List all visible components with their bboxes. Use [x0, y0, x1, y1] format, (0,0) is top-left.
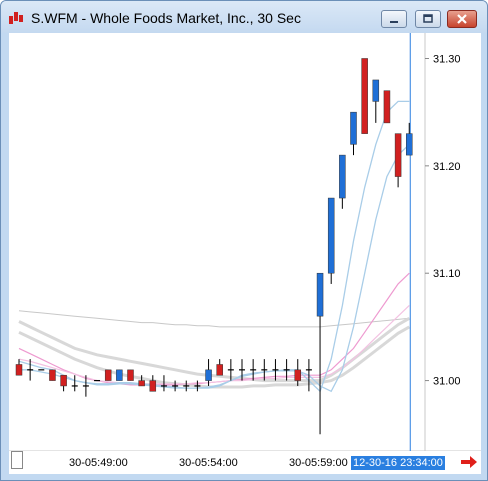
y-tick-label: 31.30: [433, 53, 461, 65]
y-tick-label: 31.20: [433, 161, 461, 173]
candle-body: [383, 90, 391, 124]
candle-body: [116, 369, 123, 381]
candle-body: [216, 364, 223, 376]
candle-body: [49, 369, 56, 381]
ma-pink-line: [18, 304, 410, 385]
app-chart-icon: [9, 12, 23, 24]
window-title: S.WFM - Whole Foods Market, Inc., 30 Sec: [31, 10, 301, 26]
candle-body: [406, 133, 413, 156]
candle-body: [138, 380, 145, 387]
y-tick-label: 31.10: [433, 268, 461, 280]
title-bar[interactable]: S.WFM - Whole Foods Market, Inc., 30 Sec: [1, 1, 487, 33]
scroll-right-arrow-icon[interactable]: [459, 454, 479, 470]
chart-area[interactable]: 31.30 31.20 31.10 31.00 30-05:49:00 30-05:5…: [9, 33, 481, 474]
candle-body: [15, 364, 23, 376]
minimize-icon: [390, 21, 398, 23]
candle-body: [316, 272, 324, 317]
candle-body: [294, 369, 301, 381]
candle-body: [149, 380, 157, 392]
x-tick-label: 30-05:54:00: [179, 457, 238, 469]
x-tick-label: 30-05:59:00: [289, 457, 348, 469]
candle-body: [60, 374, 67, 387]
candle-body: [339, 154, 346, 199]
cursor-time-label: 12-30-16 23:34:00: [351, 456, 445, 470]
close-button[interactable]: [447, 10, 477, 28]
candle-body: [361, 58, 368, 134]
close-icon: [457, 14, 467, 24]
maximize-icon: [423, 14, 433, 23]
scroll-handle[interactable]: [11, 451, 23, 469]
ma-blue-line: [19, 143, 410, 393]
x-tick-label: 30-05:49:00: [69, 457, 128, 469]
maximize-button[interactable]: [415, 10, 441, 28]
candle-body: [350, 111, 357, 145]
plot-background: [9, 33, 481, 451]
y-tick-label: 31.00: [433, 376, 461, 388]
candle-body: [127, 369, 134, 381]
candle-body: [394, 133, 402, 177]
candle-body: [104, 369, 112, 381]
price-chart[interactable]: 31.30 31.20 31.10 31.00: [9, 33, 481, 451]
candle-body: [372, 79, 380, 102]
minimize-button[interactable]: [381, 10, 407, 28]
ma-slow-line: [18, 310, 410, 328]
candle-body: [205, 369, 212, 381]
candle-body: [327, 197, 335, 274]
